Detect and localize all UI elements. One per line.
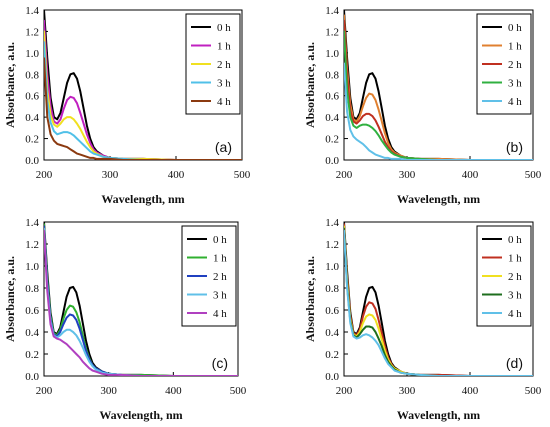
x-tick-label: 200 (36, 169, 53, 181)
y-tick-label: 0.6 (325, 305, 339, 317)
y-tick-label: 1.2 (325, 239, 339, 251)
legend-label: 4 h (217, 96, 231, 108)
x-axis-title: Wavelength, nm (99, 408, 182, 422)
legend-label: 2 h (213, 271, 227, 283)
x-tick-label: 500 (525, 385, 542, 397)
chart-panel-a: 0.0 0.2 0.4 0.6 0.8 1.0 1.2 1.4 200 300 400 500 Wave… (3, 5, 251, 206)
x-tick-label: 200 (336, 385, 353, 397)
x-tick-label: 500 (230, 385, 247, 397)
panel-label: (d) (506, 355, 523, 371)
legend-label: 0 h (508, 234, 522, 246)
y-tick-label: 1.4 (325, 217, 339, 229)
x-tick-label: 400 (462, 385, 479, 397)
y-tick-label: 0.4 (25, 327, 39, 339)
series-lines (44, 10, 242, 160)
legend-label: 1 h (217, 41, 231, 53)
y-tick-label: 1.2 (325, 26, 339, 38)
x-axis-title: Wavelength, nm (397, 408, 480, 422)
y-axis-title: Absorbance, a.u. (303, 42, 317, 128)
y-tick-label: 0.8 (325, 283, 339, 295)
y-axis-title: Absorbance, a.u. (3, 42, 17, 128)
legend-label: 1 h (508, 41, 522, 53)
series-lines (344, 222, 533, 376)
y-tick-label: 0.2 (325, 134, 339, 146)
legend: 0 h 1 h 2 h 3 h 4 h (185, 13, 241, 115)
legend-box (185, 13, 241, 115)
y-tick-label: 0.0 (25, 371, 39, 383)
y-tick-label: 0.4 (25, 112, 39, 124)
y-tick-label: 1.2 (25, 26, 39, 38)
panel-label: (c) (212, 355, 228, 371)
series-line-5 (44, 229, 238, 376)
y-tick-label: 0.6 (325, 91, 339, 103)
y-tick-label: 0.4 (325, 327, 339, 339)
series-lines (44, 222, 238, 376)
y-tick-label: 1.0 (325, 48, 339, 60)
legend-label: 0 h (213, 234, 227, 246)
y-tick-label: 1.0 (25, 48, 39, 60)
y-tick-label: 0.0 (325, 371, 339, 383)
y-tick-label: 0.0 (325, 155, 339, 167)
legend-label: 2 h (217, 59, 231, 71)
y-tick-label: 1.0 (325, 261, 339, 273)
legend-label: 1 h (508, 253, 522, 265)
series-line-5 (44, 57, 242, 160)
x-axis-title: Wavelength, nm (101, 192, 184, 206)
legend-label: 0 h (508, 22, 522, 34)
x-tick-label: 400 (168, 169, 185, 181)
y-tick-label: 1.4 (325, 5, 339, 17)
panel-label: (a) (215, 139, 232, 155)
legend-label: 3 h (508, 290, 522, 302)
y-tick-label: 0.8 (325, 69, 339, 81)
legend-label: 4 h (508, 96, 522, 108)
x-tick-label: 300 (100, 385, 117, 397)
y-tick-label: 0.2 (25, 349, 39, 361)
x-tick-label: 500 (525, 169, 542, 181)
y-tick-label: 1.4 (25, 5, 39, 17)
series-line-5 (344, 62, 533, 160)
x-tick-label: 300 (399, 169, 416, 181)
legend: 0 h 1 h 2 h 3 h 4 h (476, 225, 532, 327)
legend: 0 h 1 h 2 h 3 h 4 h (476, 13, 532, 115)
legend-label: 3 h (217, 78, 231, 90)
y-tick-label: 0.8 (25, 283, 39, 295)
y-tick-label: 1.2 (25, 239, 39, 251)
y-tick-label: 1.0 (25, 261, 39, 273)
legend-label: 4 h (213, 308, 227, 320)
y-tick-label: 0.2 (25, 134, 39, 146)
legend-label: 3 h (508, 78, 522, 90)
legend-label: 3 h (213, 290, 227, 302)
x-tick-label: 500 (234, 169, 251, 181)
legend-label: 4 h (508, 308, 522, 320)
legend-label: 2 h (508, 271, 522, 283)
x-tick-label: 400 (165, 385, 182, 397)
x-tick-label: 200 (336, 169, 353, 181)
x-axis-title: Wavelength, nm (397, 192, 480, 206)
x-tick-label: 300 (399, 385, 416, 397)
series-lines (344, 10, 533, 160)
chart-panel-c: 0.0 0.2 0.4 0.6 0.8 1.0 1.2 1.4 200 300 400 500 Wave… (3, 217, 247, 422)
y-tick-label: 0.6 (25, 305, 39, 317)
x-tick-label: 200 (36, 385, 53, 397)
x-tick-label: 300 (102, 169, 119, 181)
y-tick-label: 0.4 (325, 112, 339, 124)
y-tick-label: 0.0 (25, 155, 39, 167)
panel-label: (b) (506, 139, 523, 155)
legend-label: 0 h (217, 22, 231, 34)
y-axis-title: Absorbance, a.u. (3, 256, 17, 342)
y-tick-label: 0.6 (25, 91, 39, 103)
legend-label: 1 h (213, 253, 227, 265)
chart-panel-b: 0.0 0.2 0.4 0.6 0.8 1.0 1.2 1.4 200 300 400 500 Wave… (303, 5, 542, 206)
legend: 0 h 1 h 2 h 3 h 4 h (181, 225, 237, 327)
y-tick-label: 0.2 (325, 349, 339, 361)
chart-panel-d: 0.0 0.2 0.4 0.6 0.8 1.0 1.2 1.4 200 300 400 500 Wave… (303, 217, 542, 422)
y-tick-label: 0.8 (25, 69, 39, 81)
series-line-5 (344, 229, 533, 376)
y-axis-title: Absorbance, a.u. (303, 256, 317, 342)
x-tick-label: 400 (462, 169, 479, 181)
legend-label: 2 h (508, 59, 522, 71)
y-tick-label: 1.4 (25, 217, 39, 229)
